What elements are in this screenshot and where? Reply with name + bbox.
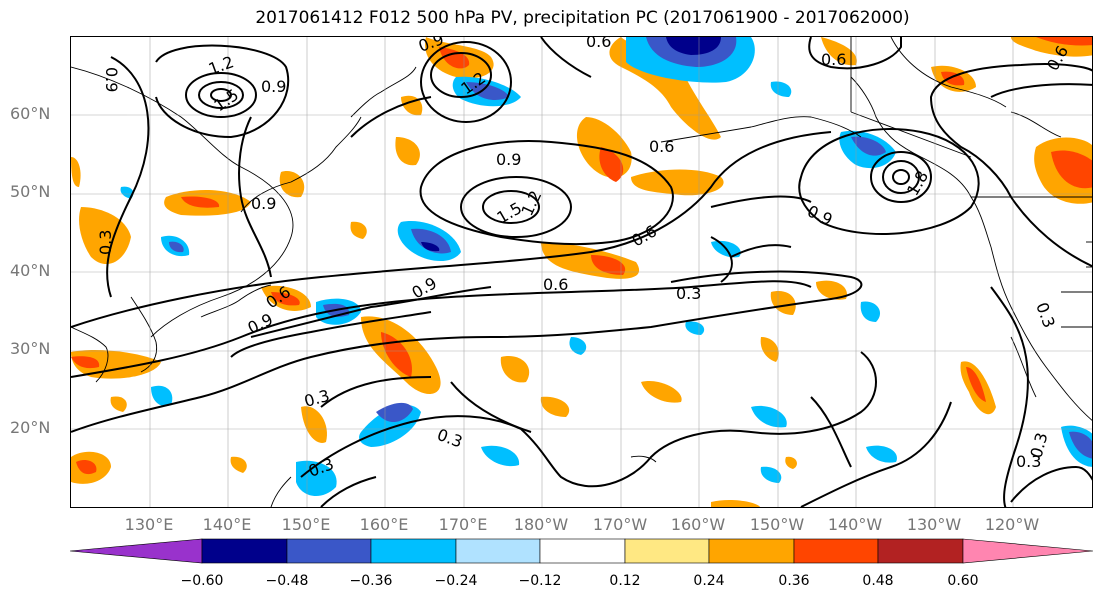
- lat-label-60n: 60°N: [10, 104, 51, 123]
- colorbar-tick: −0.36: [349, 573, 393, 589]
- lon-label: 160°W: [670, 515, 726, 534]
- colorbar-tick: −0.24: [434, 573, 478, 589]
- contour-label: 0.3: [1027, 431, 1052, 461]
- lon-label: 130°E: [124, 515, 174, 534]
- contour-label: 0.6: [586, 37, 611, 51]
- contour-label: 0.6: [821, 50, 846, 69]
- colorbar-segment: [793, 538, 879, 564]
- colorbar-segment: [539, 538, 626, 564]
- colorbar-tick: −0.60: [180, 573, 224, 589]
- contour-label: 0.9: [102, 67, 121, 92]
- colorbar-tick: −0.12: [518, 573, 562, 589]
- lat-label-30n: 30°N: [10, 339, 51, 358]
- colorbar-segment: [962, 538, 1094, 564]
- colorbar-segments: [69, 538, 1094, 564]
- contour-label: 0.9: [251, 194, 276, 213]
- pv-contours: [71, 37, 1092, 507]
- colorbar-segment: [455, 538, 541, 564]
- contour-label: 0.9: [496, 150, 521, 169]
- lon-label: 150°W: [749, 515, 805, 534]
- lon-label: 120°W: [984, 515, 1040, 534]
- colorbar: [69, 538, 1094, 564]
- lon-label: 140°E: [202, 515, 252, 534]
- lon-label: 170°W: [592, 515, 648, 534]
- colorbar-segment: [624, 538, 710, 564]
- colorbar-segment: [370, 538, 457, 564]
- colorbar-segment: [201, 538, 288, 564]
- contour-label: 0.3: [1016, 452, 1041, 471]
- colorbar-tick: 0.60: [947, 573, 979, 589]
- colorbar-tick: 0.36: [778, 573, 810, 589]
- lat-label-50n: 50°N: [10, 182, 51, 201]
- colorbar-segment: [708, 538, 795, 564]
- map-canvas: 0.9 1.2 1.5 0.9 0.6 0.9 1.2 0.9 1.5 1.2 …: [71, 37, 1092, 507]
- lat-label-40n: 40°N: [10, 261, 51, 280]
- contour-label: 0.3: [302, 386, 332, 411]
- lon-label: 160°E: [359, 515, 409, 534]
- lon-label: 180°W: [513, 515, 569, 534]
- lon-label: 140°W: [827, 515, 883, 534]
- contour-label: 0.3: [1032, 300, 1059, 330]
- colorbar-segment: [286, 538, 372, 564]
- map-panel: 0.9 1.2 1.5 0.9 0.6 0.9 1.2 0.9 1.5 1.2 …: [70, 36, 1093, 508]
- colorbar-segment: [877, 538, 964, 564]
- lon-label: 130°W: [906, 515, 962, 534]
- contour-label: 0.3: [96, 230, 115, 255]
- contour-label: 0.9: [261, 77, 286, 96]
- colorbar-tick: −0.48: [265, 573, 309, 589]
- contour-label: 0.6: [543, 275, 568, 294]
- contour-label: 0.6: [649, 137, 674, 156]
- lon-label: 170°E: [438, 515, 488, 534]
- colorbar-tick: 0.24: [693, 573, 725, 589]
- colorbar-segment: [69, 538, 203, 564]
- lon-label: 150°E: [281, 515, 331, 534]
- map-title: 2017061412 F012 500 hPa PV, precipitatio…: [255, 8, 910, 28]
- coastlines: [71, 37, 1092, 507]
- colorbar-tick: 0.12: [609, 573, 641, 589]
- precip-positive-shading: [71, 37, 1092, 507]
- contour-label: 0.3: [676, 284, 701, 303]
- lat-label-20n: 20°N: [10, 418, 51, 437]
- colorbar-tick: 0.48: [862, 573, 894, 589]
